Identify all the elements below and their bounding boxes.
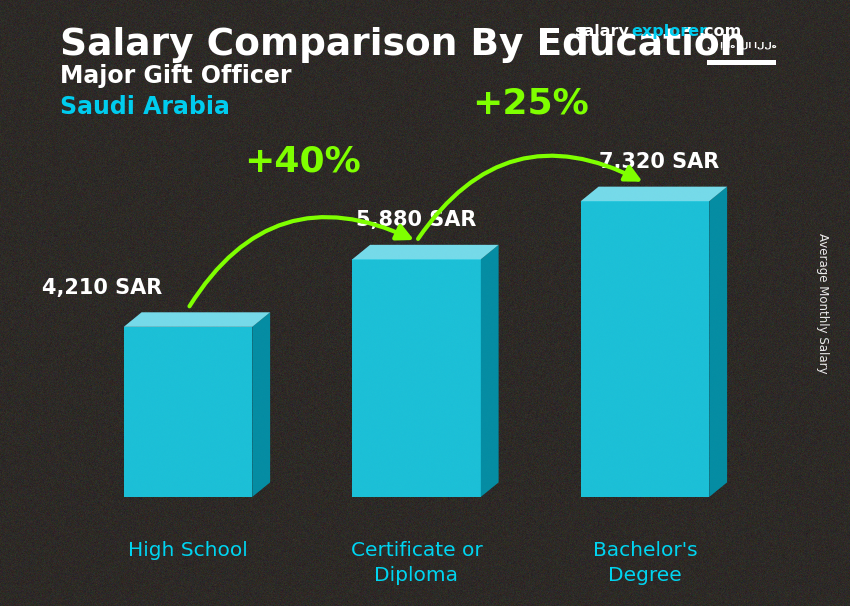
- Text: 5,880 SAR: 5,880 SAR: [356, 210, 477, 230]
- Polygon shape: [581, 187, 727, 201]
- Text: Saudi Arabia: Saudi Arabia: [60, 95, 230, 119]
- Polygon shape: [481, 245, 499, 497]
- Polygon shape: [252, 312, 270, 497]
- Text: +25%: +25%: [473, 86, 589, 120]
- Text: explorer: explorer: [632, 24, 708, 39]
- Text: High School: High School: [128, 541, 248, 559]
- Text: Major Gift Officer: Major Gift Officer: [60, 64, 291, 88]
- Text: +40%: +40%: [244, 144, 360, 178]
- Text: Certificate or
Diploma: Certificate or Diploma: [350, 541, 482, 585]
- Polygon shape: [352, 259, 481, 497]
- Text: 7,320 SAR: 7,320 SAR: [599, 152, 719, 172]
- Text: salary: salary: [574, 24, 629, 39]
- Text: Average Monthly Salary: Average Monthly Salary: [816, 233, 829, 373]
- Text: .com: .com: [699, 24, 742, 39]
- Bar: [707, 60, 776, 64]
- Polygon shape: [352, 245, 499, 259]
- Text: Bachelor's
Degree: Bachelor's Degree: [592, 541, 697, 585]
- Text: 4,210 SAR: 4,210 SAR: [42, 278, 162, 298]
- Polygon shape: [124, 312, 270, 327]
- Text: لا إله إلا الله: لا إله إلا الله: [707, 40, 776, 49]
- Polygon shape: [709, 187, 727, 497]
- Polygon shape: [581, 201, 709, 497]
- Polygon shape: [124, 327, 252, 497]
- Text: Salary Comparison By Education: Salary Comparison By Education: [60, 27, 746, 63]
